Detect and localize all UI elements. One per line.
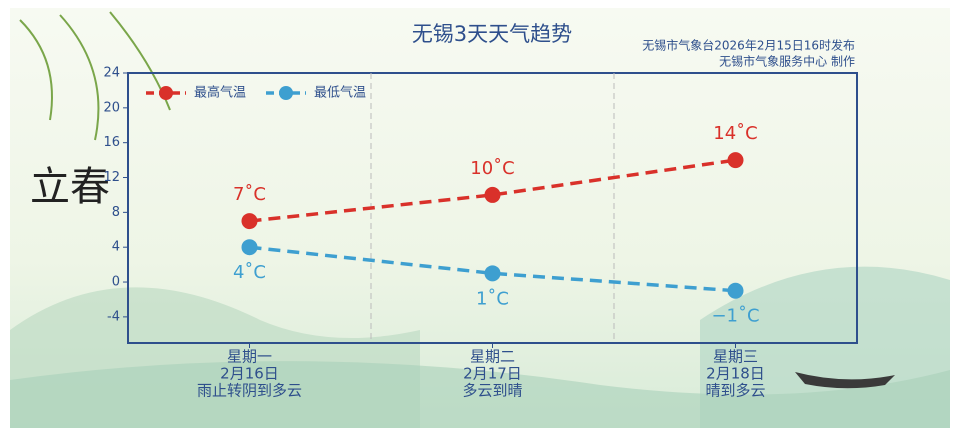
weather-label: 晴到多云 <box>705 382 765 400</box>
value-label: 1˚C <box>476 288 509 309</box>
date-label: 2月18日 <box>706 365 765 383</box>
legend-label: 最低气温 <box>314 85 366 101</box>
legend-label: 最高气温 <box>194 85 246 101</box>
weather-label: 雨止转阴到多云 <box>197 382 302 400</box>
water <box>10 361 950 428</box>
date-label: 2月16日 <box>220 365 279 383</box>
date-label: 2月17日 <box>463 365 522 383</box>
point <box>727 282 744 299</box>
point <box>727 152 744 169</box>
y-tick-label: 24 <box>103 66 120 81</box>
solar-term: 立春 <box>30 164 110 210</box>
y-tick-label: 4 <box>112 240 120 255</box>
y-tick-label: 8 <box>112 205 120 220</box>
weather-label: 多云到晴 <box>462 382 522 400</box>
series-line <box>249 158 736 223</box>
y-tick-label: 0 <box>112 275 120 290</box>
value-label: 10˚C <box>470 158 514 179</box>
boat <box>795 372 895 389</box>
y-tick-label: -4 <box>107 309 120 324</box>
chart-title: 无锡3天天气趋势 <box>412 22 572 46</box>
x-tick-label: 星期二 <box>470 348 515 366</box>
point <box>241 213 258 230</box>
subtitle: 无锡市气象服务中心 制作 <box>719 54 855 69</box>
x-tick-label: 星期三 <box>713 348 758 366</box>
value-label: −1˚C <box>711 306 759 327</box>
point <box>484 265 501 282</box>
series-line <box>249 245 736 293</box>
legend-marker <box>159 86 173 100</box>
x-tick-label: 星期一 <box>227 348 272 366</box>
point <box>241 239 258 256</box>
value-label: 4˚C <box>233 262 266 283</box>
value-label: 7˚C <box>233 184 266 205</box>
y-tick-label: 20 <box>103 100 120 115</box>
legend-marker <box>279 86 293 100</box>
subtitle: 无锡市气象台2026年2月15日16时发布 <box>642 38 855 53</box>
y-tick-label: 16 <box>103 135 120 150</box>
value-label: 14˚C <box>713 123 757 144</box>
y-tick-label: 12 <box>103 170 120 185</box>
point <box>484 186 501 203</box>
